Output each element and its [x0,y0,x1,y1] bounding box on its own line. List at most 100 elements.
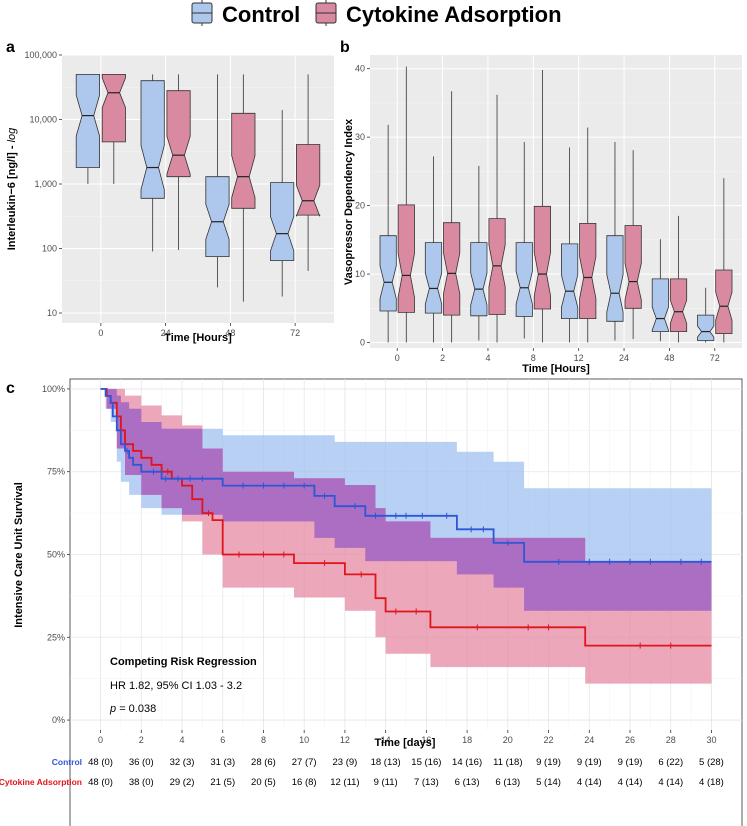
x-tick-label: 12 [340,735,350,745]
box-body [533,205,551,310]
boxplot-panel-il6: 10 100 1,000 10,000 100,000 0 24 48 72 Time [Hou… [6,50,334,344]
box-control-8 [515,141,533,339]
x-tick-label: 30 [706,735,716,745]
x-tick-label: 0 [98,328,103,338]
x-tick-label: 4 [485,353,490,363]
risk-cell: 4 (14) [618,777,643,788]
risk-cell: 12 (11) [330,777,359,788]
panel-letter-a: a [6,39,15,56]
box-cytokine-72 [295,74,321,271]
x-tick-label: 72 [290,328,300,338]
risk-cell: 6 (22) [658,757,683,768]
x-tick-label: 0 [98,735,103,745]
risk-table: Control 48 (0) 36 (0) 32 (3) 31 (3) 28 (6) 27 … [0,757,724,788]
risk-cell: 11 (18) [493,757,522,768]
y-tick-label: 10,000 [29,115,57,125]
x-tick-label: 14 [381,735,391,745]
box-body [424,242,443,314]
panel-letter-b: b [340,39,350,56]
x-tick-label: 26 [625,735,635,745]
x-tick-label: 0 [395,353,400,363]
y-tick-label: 100,000 [24,50,57,60]
risk-cell: 29 (2) [170,777,195,788]
box-cytokine-0 [397,66,415,343]
risk-cell: 21 (5) [210,777,235,788]
x-tick-label: 24 [584,735,594,745]
x-tick-label: 20 [503,735,513,745]
box-body [231,112,256,209]
box-control-12 [561,147,579,343]
risk-cell: 9 (11) [374,777,398,788]
x-tick-label: 28 [666,735,676,745]
x-tick-label: 48 [225,328,235,338]
box-cytokine-4 [488,94,506,343]
box-control-4 [470,165,488,341]
x-tick-label: 8 [531,353,536,363]
x-tick-label: 16 [421,735,431,745]
risk-cell: 32 (3) [170,757,195,768]
box-body [205,176,230,258]
risk-cell: 36 (0) [129,757,154,768]
risk-row-label: Control [52,757,82,767]
risk-cell: 7 (13) [414,777,439,788]
box-cytokine-48 [669,215,688,343]
box-control-0 [379,124,397,343]
legend-item-control: Control [191,0,300,27]
annotation-title: Competing Risk Regression [110,656,257,668]
y-tick-label: 0% [52,715,65,725]
box-cytokine-24 [166,74,191,250]
ci-band-overlap [100,388,712,611]
box-body [101,74,126,143]
risk-cell: 4 (18) [699,777,724,788]
box-body [697,314,715,341]
risk-cell: 15 (16) [411,757,441,768]
x-axis-title-b: Time [Hours] [522,363,590,375]
box-body [75,74,100,168]
y-tick-label: 100% [42,384,65,394]
y-axis-title-c: Intensive Care Unit Survival [13,482,25,628]
y-tick-label: 20 [355,201,365,211]
risk-row-cytokine: Cytokine Adsorption 48 (0) 38 (0) 29 (2) 21 … [0,777,724,788]
box-body [669,278,688,333]
annotation-p-symbol: p [109,703,116,715]
competing-risk-annotation: Competing Risk Regression HR 1.82, 95% C… [109,656,257,715]
survival-line-cytokine [100,388,712,647]
x-tick-label: 10 [299,735,309,745]
box-body [166,90,191,178]
risk-row-control: Control 48 (0) 36 (0) 32 (3) 31 (3) 28 (6) 27 … [52,757,724,768]
box-body [488,218,506,315]
box-cytokine-0 [101,74,126,185]
box-control-72 [697,287,715,343]
box-body [651,278,669,333]
box-control-48 [651,239,669,342]
risk-cell: 38 (0) [129,777,154,788]
box-cytokine-2 [443,91,461,343]
risk-cell: 9 (19) [536,757,561,768]
y-tick-label: 10 [355,269,365,279]
box-cytokine-8 [533,70,551,343]
x-tick-label: 2 [139,735,144,745]
box-cytokine-48 [231,74,256,302]
risk-cell: 5 (14) [536,777,561,788]
legend-item-cytokine-adsorption: Cytokine Adsorption [315,0,562,27]
box-body [606,235,624,322]
risk-cell: 6 (13) [495,777,520,788]
risk-cell: 4 (14) [658,777,683,788]
y-tick-label: 25% [47,632,65,642]
x-tick-label: 6 [220,735,225,745]
y-axis-title-b: Vasopressor Dependency Index [343,118,355,285]
box-body [715,269,733,335]
x-tick-label: 72 [710,353,720,363]
box-body [397,204,415,313]
legend-label-cytokine-adsorption: Cytokine Adsorption [346,2,562,27]
box-control-2 [424,156,443,343]
y-tick-label: 0 [360,338,365,348]
y-tick-label: 100 [42,244,57,254]
box-control-72 [270,110,295,297]
x-tick-label: 22 [544,735,554,745]
risk-cell: 4 (14) [577,777,602,788]
y-axis-title-a-log: log [6,127,18,143]
x-tick-label: 8 [261,735,266,745]
